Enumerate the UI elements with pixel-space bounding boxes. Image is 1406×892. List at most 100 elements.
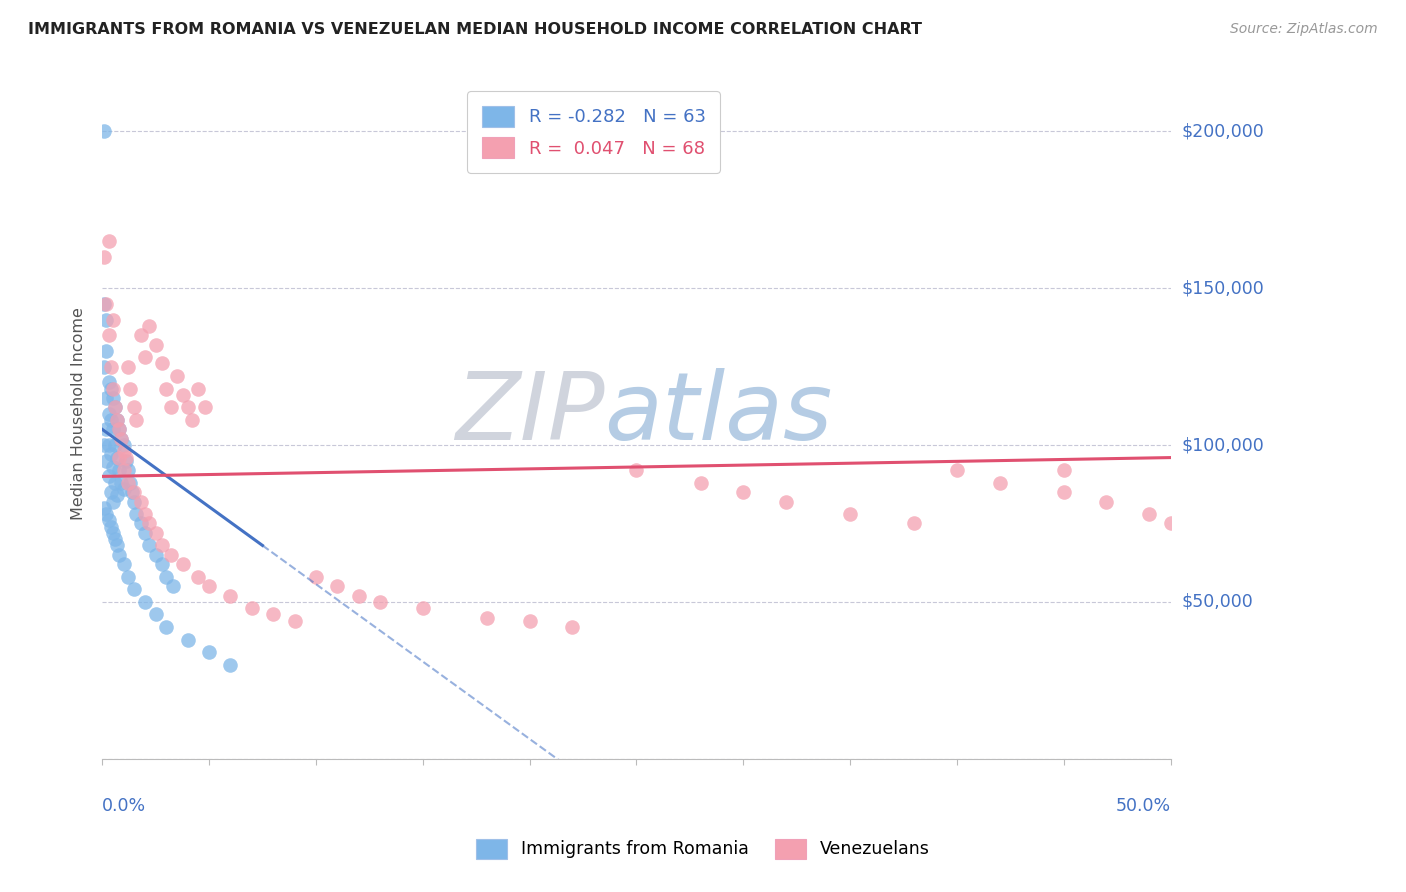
Point bbox=[110, 432, 132, 446]
Point bbox=[283, 614, 305, 628]
Point bbox=[108, 548, 131, 562]
Point bbox=[108, 422, 131, 436]
Point bbox=[97, 328, 120, 343]
Text: Source: ZipAtlas.com: Source: ZipAtlas.com bbox=[1230, 22, 1378, 37]
Point bbox=[100, 519, 122, 533]
Point bbox=[112, 463, 135, 477]
Point bbox=[125, 507, 148, 521]
Point bbox=[112, 482, 135, 496]
Point bbox=[96, 422, 118, 436]
Point bbox=[176, 632, 198, 647]
Point bbox=[198, 645, 221, 659]
Point bbox=[194, 401, 217, 415]
Text: $50,000: $50,000 bbox=[1181, 593, 1254, 611]
Point bbox=[100, 447, 122, 461]
Point bbox=[110, 432, 132, 446]
Point bbox=[97, 376, 120, 390]
Point bbox=[121, 485, 143, 500]
Text: $200,000: $200,000 bbox=[1181, 122, 1264, 140]
Point bbox=[104, 401, 127, 415]
Point bbox=[101, 391, 124, 405]
Point bbox=[155, 570, 177, 584]
Point bbox=[1053, 463, 1076, 477]
Point bbox=[96, 297, 118, 311]
Point bbox=[104, 475, 127, 490]
Point bbox=[262, 607, 284, 622]
Point bbox=[101, 494, 124, 508]
Point bbox=[150, 558, 173, 572]
Point bbox=[150, 538, 173, 552]
Point bbox=[219, 657, 242, 672]
Point bbox=[561, 620, 583, 634]
Point bbox=[240, 601, 263, 615]
Point bbox=[145, 525, 167, 540]
Point bbox=[134, 595, 156, 609]
Point bbox=[96, 343, 118, 358]
Point bbox=[114, 450, 136, 465]
Point bbox=[138, 538, 160, 552]
Point bbox=[475, 610, 498, 624]
Point bbox=[117, 359, 139, 374]
Text: 50.0%: 50.0% bbox=[1115, 797, 1171, 814]
Point bbox=[101, 422, 124, 436]
Text: ZIP: ZIP bbox=[454, 368, 605, 459]
Point bbox=[626, 463, 648, 477]
Point bbox=[519, 614, 541, 628]
Point bbox=[903, 516, 925, 531]
Point bbox=[689, 475, 711, 490]
Point bbox=[187, 570, 209, 584]
Point bbox=[172, 388, 194, 402]
Point bbox=[129, 516, 152, 531]
Point bbox=[112, 444, 135, 458]
Point bbox=[117, 570, 139, 584]
Point bbox=[118, 475, 141, 490]
Point bbox=[162, 579, 184, 593]
Point bbox=[112, 558, 135, 572]
Point bbox=[181, 413, 204, 427]
Point bbox=[946, 463, 969, 477]
Point bbox=[117, 463, 139, 477]
Point bbox=[775, 494, 797, 508]
Point bbox=[97, 469, 120, 483]
Point bbox=[104, 532, 127, 546]
Point bbox=[988, 475, 1011, 490]
Point bbox=[138, 318, 160, 333]
Legend: Immigrants from Romania, Venezuelans: Immigrants from Romania, Venezuelans bbox=[467, 830, 939, 867]
Point bbox=[198, 579, 221, 593]
Point bbox=[1053, 485, 1076, 500]
Point bbox=[108, 422, 131, 436]
Point bbox=[368, 595, 391, 609]
Point bbox=[150, 356, 173, 370]
Point bbox=[105, 450, 128, 465]
Point bbox=[101, 460, 124, 475]
Point bbox=[97, 407, 120, 421]
Point bbox=[159, 401, 181, 415]
Point bbox=[155, 382, 177, 396]
Text: $100,000: $100,000 bbox=[1181, 436, 1264, 454]
Point bbox=[105, 488, 128, 502]
Point bbox=[96, 507, 118, 521]
Point bbox=[108, 450, 131, 465]
Point bbox=[104, 438, 127, 452]
Point bbox=[145, 607, 167, 622]
Point bbox=[129, 494, 152, 508]
Point bbox=[326, 579, 349, 593]
Point bbox=[122, 485, 145, 500]
Point bbox=[105, 538, 128, 552]
Point bbox=[101, 382, 124, 396]
Point bbox=[412, 601, 434, 615]
Point bbox=[93, 250, 115, 264]
Point bbox=[93, 124, 115, 138]
Point bbox=[134, 350, 156, 364]
Point bbox=[134, 507, 156, 521]
Y-axis label: Median Household Income: Median Household Income bbox=[72, 307, 86, 520]
Point bbox=[97, 438, 120, 452]
Point bbox=[93, 500, 115, 515]
Point bbox=[122, 582, 145, 597]
Point bbox=[104, 401, 127, 415]
Point bbox=[347, 589, 370, 603]
Text: atlas: atlas bbox=[605, 368, 832, 459]
Point bbox=[93, 359, 115, 374]
Point bbox=[134, 525, 156, 540]
Point bbox=[172, 558, 194, 572]
